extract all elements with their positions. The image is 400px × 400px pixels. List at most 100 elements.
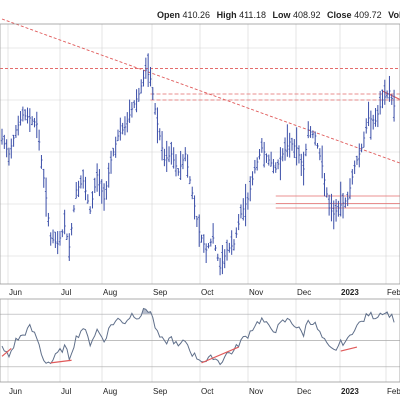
divergence-line xyxy=(201,346,239,364)
price-bar xyxy=(246,192,250,210)
price-bar xyxy=(86,194,90,204)
price-bar xyxy=(258,149,261,160)
price-bar xyxy=(223,249,226,269)
price-bar xyxy=(334,199,338,222)
price-bar xyxy=(367,101,370,127)
price-x-tick-label: Nov xyxy=(249,288,263,297)
price-bar xyxy=(156,107,159,144)
price-bar xyxy=(309,126,312,138)
price-bar xyxy=(146,53,150,87)
price-bar xyxy=(179,150,182,181)
price-bar xyxy=(40,154,43,169)
indicator-x-tick-label: Aug xyxy=(103,387,117,396)
indicator-x-tick-label: Jun xyxy=(9,387,22,396)
price-bar xyxy=(133,100,136,109)
price-bar xyxy=(216,253,219,261)
price-bar xyxy=(19,111,22,126)
price-bar xyxy=(116,129,120,142)
price-bar xyxy=(202,234,206,253)
price-bar xyxy=(288,132,291,158)
price-bar xyxy=(114,136,117,158)
price-bar xyxy=(7,147,11,166)
indicator-x-tick-label: Sep xyxy=(153,387,168,396)
indicator-x-tick-label: Nov xyxy=(249,387,263,396)
price-bar xyxy=(142,70,145,87)
price-bar xyxy=(17,115,20,136)
price-bar xyxy=(184,147,187,162)
price-bar xyxy=(195,215,199,228)
price-bar xyxy=(35,111,38,139)
price-bar xyxy=(230,230,233,255)
price-bar xyxy=(385,90,389,99)
price-bar xyxy=(265,153,268,163)
price-bar xyxy=(362,131,366,148)
open-label: Open xyxy=(157,10,181,20)
price-bar xyxy=(378,91,382,115)
price-bar xyxy=(276,159,280,170)
price-bar xyxy=(98,169,101,197)
price-bar xyxy=(121,122,124,135)
price-bar xyxy=(327,194,331,216)
price-trendlines xyxy=(0,18,400,209)
price-bar xyxy=(165,140,168,172)
price-bar xyxy=(228,242,231,253)
price-bar xyxy=(341,193,345,219)
price-x-tick-label: Dec xyxy=(297,288,311,297)
price-bar xyxy=(376,105,380,128)
price-bar xyxy=(49,232,52,246)
price-bar xyxy=(351,169,354,185)
price-bar xyxy=(325,187,328,198)
price-bar xyxy=(181,154,185,170)
high-label: High xyxy=(216,10,237,20)
price-bar xyxy=(332,200,335,230)
close-value: 409.72 xyxy=(354,10,382,20)
price-bar xyxy=(186,154,189,178)
price-bar xyxy=(135,89,138,113)
price-bars xyxy=(0,53,396,276)
price-bar xyxy=(390,94,393,105)
price-x-tick-label: Feb xyxy=(387,288,400,297)
price-bar xyxy=(355,155,359,165)
price-bar xyxy=(235,227,238,238)
price-bar xyxy=(302,151,305,186)
price-bar xyxy=(348,178,352,200)
price-bar xyxy=(174,154,178,177)
price-bar xyxy=(314,131,317,146)
price-bar xyxy=(149,66,152,87)
price-bar xyxy=(172,147,175,169)
ohlc-header: Open 410.26 High 411.18 Low 408.92 Close… xyxy=(157,10,400,20)
indicator-x-axis: Jun Jul Aug Sep Oct Nov Dec 2023 Feb xyxy=(9,387,400,396)
price-bar xyxy=(167,146,171,163)
price-bar xyxy=(153,103,157,115)
price-bar xyxy=(102,183,106,211)
price-bar xyxy=(54,231,57,248)
price-bar xyxy=(290,137,294,151)
overbought-fill xyxy=(2,308,395,315)
price-bar xyxy=(193,195,196,220)
price-bar xyxy=(88,206,92,214)
price-bar xyxy=(244,183,247,227)
price-bar xyxy=(251,171,254,186)
price-bar xyxy=(272,158,275,174)
price-bar xyxy=(281,148,284,162)
price-x-tick-label: Sep xyxy=(153,288,168,297)
price-bar xyxy=(360,143,363,153)
price-bar xyxy=(307,121,310,139)
price-bar xyxy=(239,204,243,219)
indicator-divergence-lines xyxy=(1,346,358,364)
price-bar xyxy=(14,125,18,138)
price-bar xyxy=(160,131,164,161)
price-bar xyxy=(283,137,287,161)
price-bar xyxy=(374,108,377,127)
descending-trendline xyxy=(1,18,400,164)
price-bar xyxy=(318,148,322,161)
price-bar xyxy=(316,142,319,149)
price-bar xyxy=(300,153,303,176)
indicator-x-tick-label: Dec xyxy=(297,387,311,396)
price-bar xyxy=(130,101,134,118)
price-bar xyxy=(105,181,108,200)
price-bar xyxy=(21,106,25,122)
price-bar xyxy=(274,162,277,173)
price-bar xyxy=(63,209,66,235)
price-bar xyxy=(91,191,94,209)
